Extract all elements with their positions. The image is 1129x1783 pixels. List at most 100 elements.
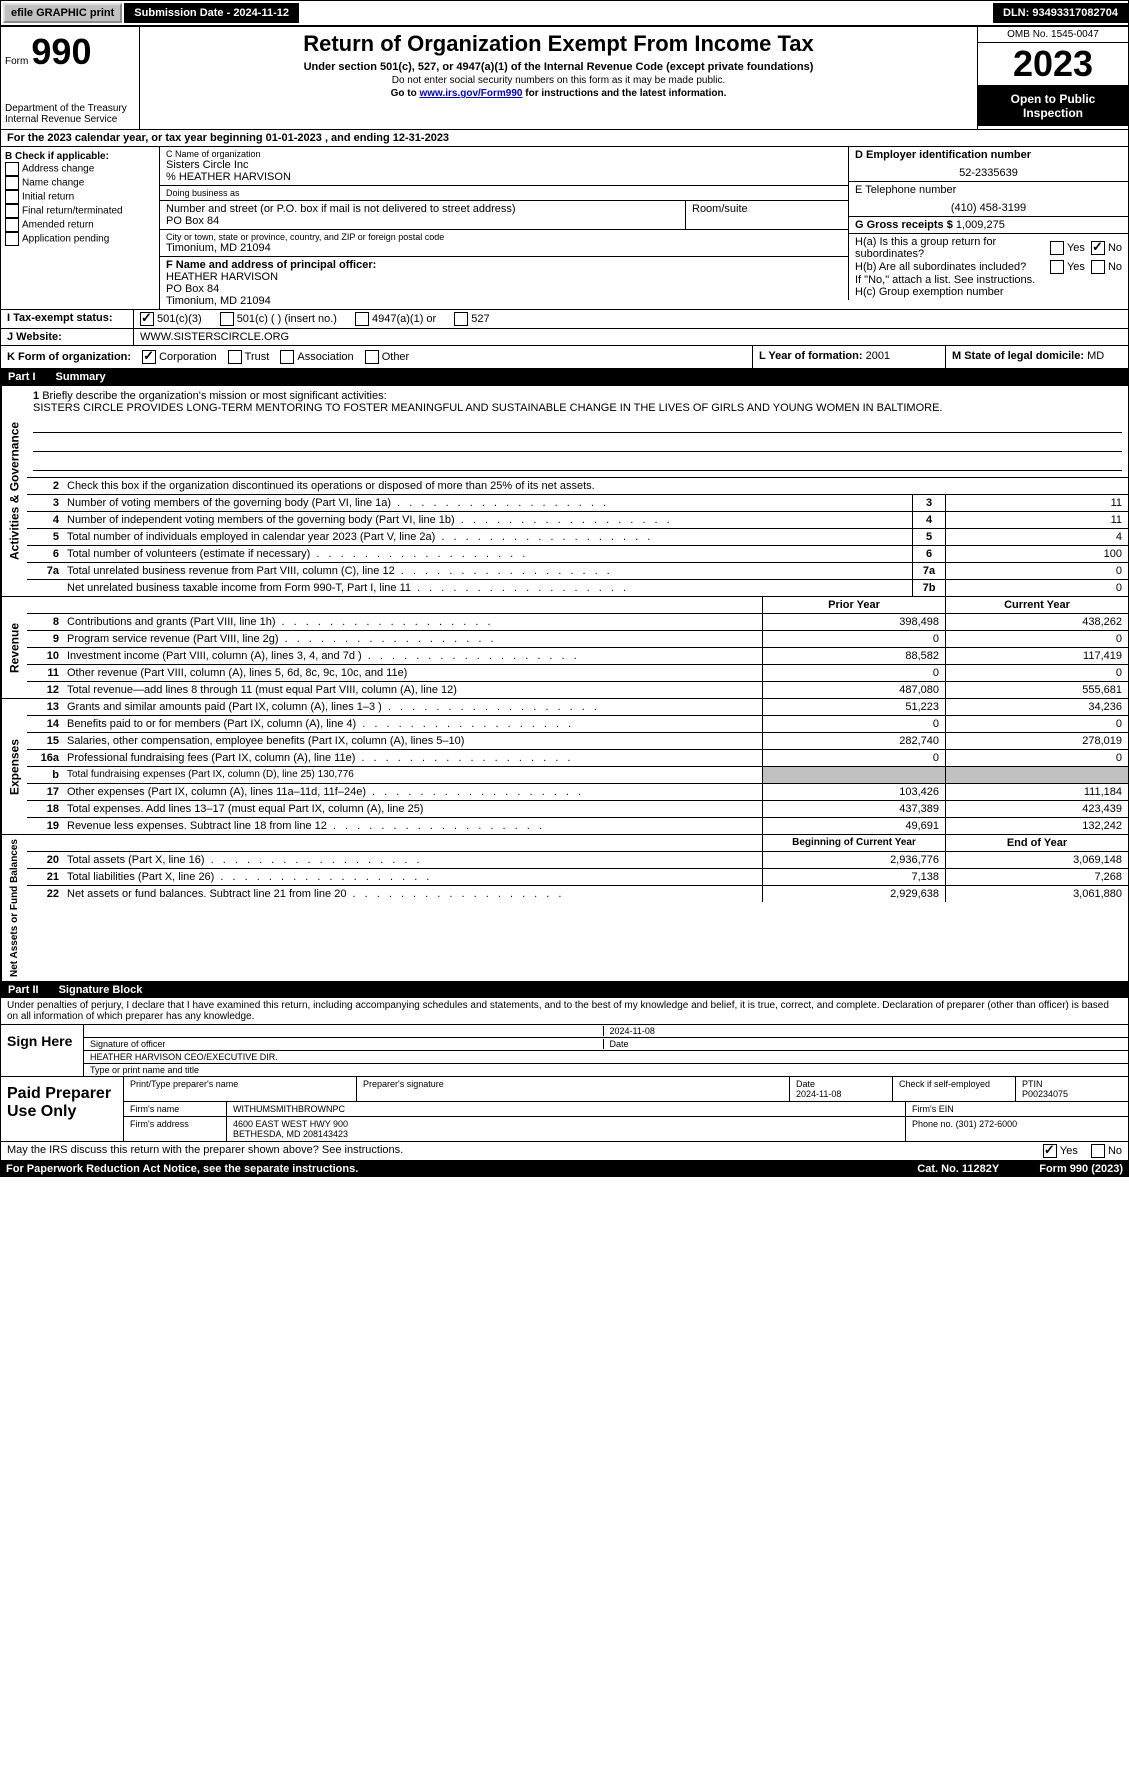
ha-no-checkbox[interactable] (1091, 241, 1105, 255)
corp-checkbox[interactable] (142, 350, 156, 364)
box-m-label: M State of legal domicile: (952, 350, 1084, 362)
assoc-checkbox[interactable] (280, 350, 294, 364)
line17-prior: 103,426 (762, 784, 945, 800)
open-inspection: Open to Public Inspection (978, 86, 1128, 126)
4947-checkbox[interactable] (355, 312, 369, 326)
prep-date-label: Date (796, 1079, 815, 1089)
governance-section: Activities & Governance 1 Briefly descri… (0, 385, 1129, 597)
line5-text: Total number of individuals employed in … (63, 529, 912, 545)
officer-addr1: PO Box 84 (166, 283, 842, 295)
ptin-label: PTIN (1022, 1079, 1043, 1089)
line14-text: Benefits paid to or for members (Part IX… (63, 716, 762, 732)
main-title: Return of Organization Exempt From Incom… (144, 31, 973, 57)
line18-current: 423,439 (945, 801, 1128, 817)
footer: For Paperwork Reduction Act Notice, see … (0, 1161, 1129, 1177)
line3-val: 11 (945, 495, 1128, 511)
line8-prior: 398,498 (762, 614, 945, 630)
ha-yes-checkbox[interactable] (1050, 241, 1064, 255)
hb-no-checkbox[interactable] (1091, 260, 1105, 274)
line18-prior: 437,389 (762, 801, 945, 817)
efile-print-button[interactable]: efile GRAPHIC print (3, 3, 122, 23)
discuss-text: May the IRS discuss this return with the… (7, 1144, 1043, 1158)
name-change-checkbox[interactable] (5, 176, 19, 190)
line19-prior: 49,691 (762, 818, 945, 834)
line9-prior: 0 (762, 631, 945, 647)
dba-label: Doing business as (166, 188, 842, 198)
blank-line (33, 435, 1122, 452)
line15-text: Salaries, other compensation, employee b… (63, 733, 762, 749)
gross-receipts-value: 1,009,275 (956, 219, 1005, 231)
discuss-no-checkbox[interactable] (1091, 1144, 1105, 1158)
subtitle: Under section 501(c), 527, or 4947(a)(1)… (144, 61, 973, 73)
org-name: Sisters Circle Inc (166, 159, 842, 171)
revenue-section: Revenue Prior Year Current Year 8 Contri… (0, 597, 1129, 699)
cat-no: Cat. No. 11282Y (917, 1163, 999, 1175)
prep-sig-label: Preparer's signature (357, 1077, 790, 1101)
gross-receipts-label: G Gross receipts $ (855, 219, 953, 231)
hb-label: H(b) Are all subordinates included? (855, 261, 1050, 273)
expenses-side-label: Expenses (1, 699, 27, 834)
mission-label: Briefly describe the organization's miss… (42, 390, 386, 402)
end-year-header: End of Year (945, 835, 1128, 851)
domicile-state: MD (1087, 350, 1104, 362)
box-b-label: B Check if applicable: (5, 151, 155, 162)
irs-link[interactable]: www.irs.gov/Form990 (419, 88, 522, 99)
501c3-checkbox[interactable] (140, 312, 154, 326)
ptin-value: P00234075 (1022, 1089, 1068, 1099)
firm-addr1: 4600 EAST WEST HWY 900 (233, 1119, 899, 1129)
line20-prior: 2,936,776 (762, 852, 945, 868)
line16a-text: Professional fundraising fees (Part IX, … (63, 750, 762, 766)
line11-current: 0 (945, 665, 1128, 681)
form-footer: Form 990 (2023) (1039, 1163, 1123, 1175)
line19-text: Revenue less expenses. Subtract line 18 … (63, 818, 762, 834)
sig-date: 2024-11-08 (603, 1026, 1123, 1036)
calendar-year-row: For the 2023 calendar year, or tax year … (0, 130, 1129, 147)
blank-line (33, 454, 1122, 471)
initial-return-checkbox[interactable] (5, 190, 19, 204)
part2-label: Part II (8, 984, 39, 996)
line7a-val: 0 (945, 563, 1128, 579)
org-name-label: C Name of organization (166, 149, 842, 159)
address-change-checkbox[interactable] (5, 162, 19, 176)
discuss-yes-checkbox[interactable] (1043, 1144, 1057, 1158)
officer-addr2: Timonium, MD 21094 (166, 295, 842, 307)
paid-preparer-row: Paid Preparer Use Only Print/Type prepar… (0, 1077, 1129, 1142)
expenses-section: Expenses 13 Grants and similar amounts p… (0, 699, 1129, 835)
mission-text: SISTERS CIRCLE PROVIDES LONG-TERM MENTOR… (33, 402, 1122, 414)
line8-current: 438,262 (945, 614, 1128, 630)
amended-return-checkbox[interactable] (5, 218, 19, 232)
line9-text: Program service revenue (Part VIII, line… (63, 631, 762, 647)
line9-current: 0 (945, 631, 1128, 647)
omb-number: OMB No. 1545-0047 (978, 27, 1128, 43)
governance-side-label: Activities & Governance (1, 386, 27, 596)
officer-name: HEATHER HARVISON (166, 271, 842, 283)
box-l-label: L Year of formation: (759, 350, 863, 362)
line7b-text: Net unrelated business taxable income fr… (63, 580, 912, 596)
app-pending-checkbox[interactable] (5, 232, 19, 246)
line16b-text: Total fundraising expenses (Part IX, col… (63, 767, 762, 783)
line13-prior: 51,223 (762, 699, 945, 715)
website-row: J Website: WWW.SISTERSCIRCLE.ORG (0, 329, 1129, 346)
line4-text: Number of independent voting members of … (63, 512, 912, 528)
firm-addr-label: Firm's address (124, 1117, 227, 1141)
part1-title: Summary (56, 371, 106, 383)
sign-here-label: Sign Here (1, 1025, 84, 1076)
other-checkbox[interactable] (365, 350, 379, 364)
room-label: Room/suite (692, 203, 842, 215)
current-year-header: Current Year (945, 597, 1128, 613)
hb-yes-checkbox[interactable] (1050, 260, 1064, 274)
tax-year: 2023 (978, 43, 1128, 86)
501c-checkbox[interactable] (220, 312, 234, 326)
line21-current: 7,268 (945, 869, 1128, 885)
line15-current: 278,019 (945, 733, 1128, 749)
website-url: WWW.SISTERSCIRCLE.ORG (134, 329, 295, 345)
final-return-checkbox[interactable] (5, 204, 19, 218)
line2-text: Check this box if the organization disco… (63, 478, 1128, 494)
line18-text: Total expenses. Add lines 13–17 (must eq… (63, 801, 762, 817)
527-checkbox[interactable] (454, 312, 468, 326)
trust-checkbox[interactable] (228, 350, 242, 364)
line16b-current-shaded (945, 767, 1128, 783)
discuss-row: May the IRS discuss this return with the… (0, 1142, 1129, 1161)
paid-preparer-label: Paid Preparer Use Only (1, 1077, 124, 1141)
line10-prior: 88,582 (762, 648, 945, 664)
